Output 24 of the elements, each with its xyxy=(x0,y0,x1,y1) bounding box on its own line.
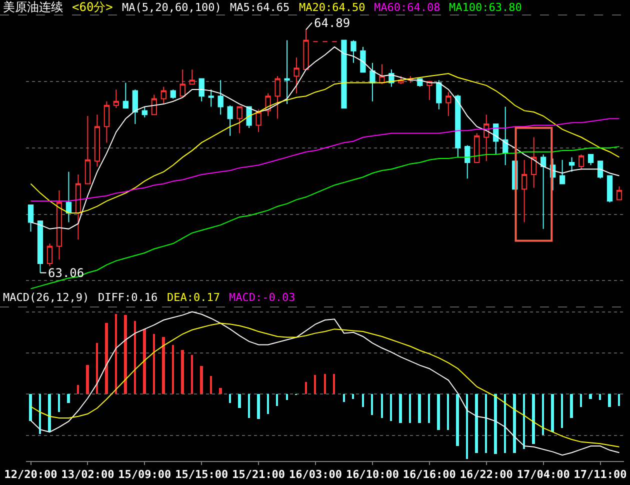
annotation: 64.89 xyxy=(314,16,350,30)
text: MACD:-0.03 xyxy=(229,291,296,304)
series-label: DEA:0.17 xyxy=(167,291,220,304)
text: MA100:63.80 xyxy=(449,1,522,14)
x-tick-label: 13/02:00 xyxy=(61,468,114,482)
text: MA20:64.50 xyxy=(299,1,366,14)
x-tick-label: 17/04:00 xyxy=(516,468,570,482)
text: MA60:64.08 xyxy=(374,1,440,14)
x-tick-label: 15/21:00 xyxy=(232,468,286,482)
series-label: DIFF:0.16 xyxy=(98,291,158,304)
x-tick-label: 16/22:00 xyxy=(460,468,513,482)
annotation: 63.06 xyxy=(48,266,84,280)
x-tick-label: 16/16:00 xyxy=(402,468,456,482)
chart-subtitle: <60分> xyxy=(72,0,113,14)
legend-title: MA(5,20,60,100) xyxy=(122,1,222,14)
x-tick-label: 17/11:00 xyxy=(574,468,627,482)
legend-title: MACD(26,12,9) xyxy=(3,291,90,304)
x-tick-label: 15/09:00 xyxy=(118,468,172,482)
chart-title: 美原油连续 xyxy=(3,0,63,14)
text: MA5:64.65 xyxy=(230,1,290,14)
x-tick-label: 16/10:00 xyxy=(346,468,399,482)
x-tick-label: 16/03:00 xyxy=(289,468,342,482)
x-tick-label: 15/15:00 xyxy=(175,468,228,482)
x-tick-label: 12/20:00 xyxy=(4,468,58,482)
